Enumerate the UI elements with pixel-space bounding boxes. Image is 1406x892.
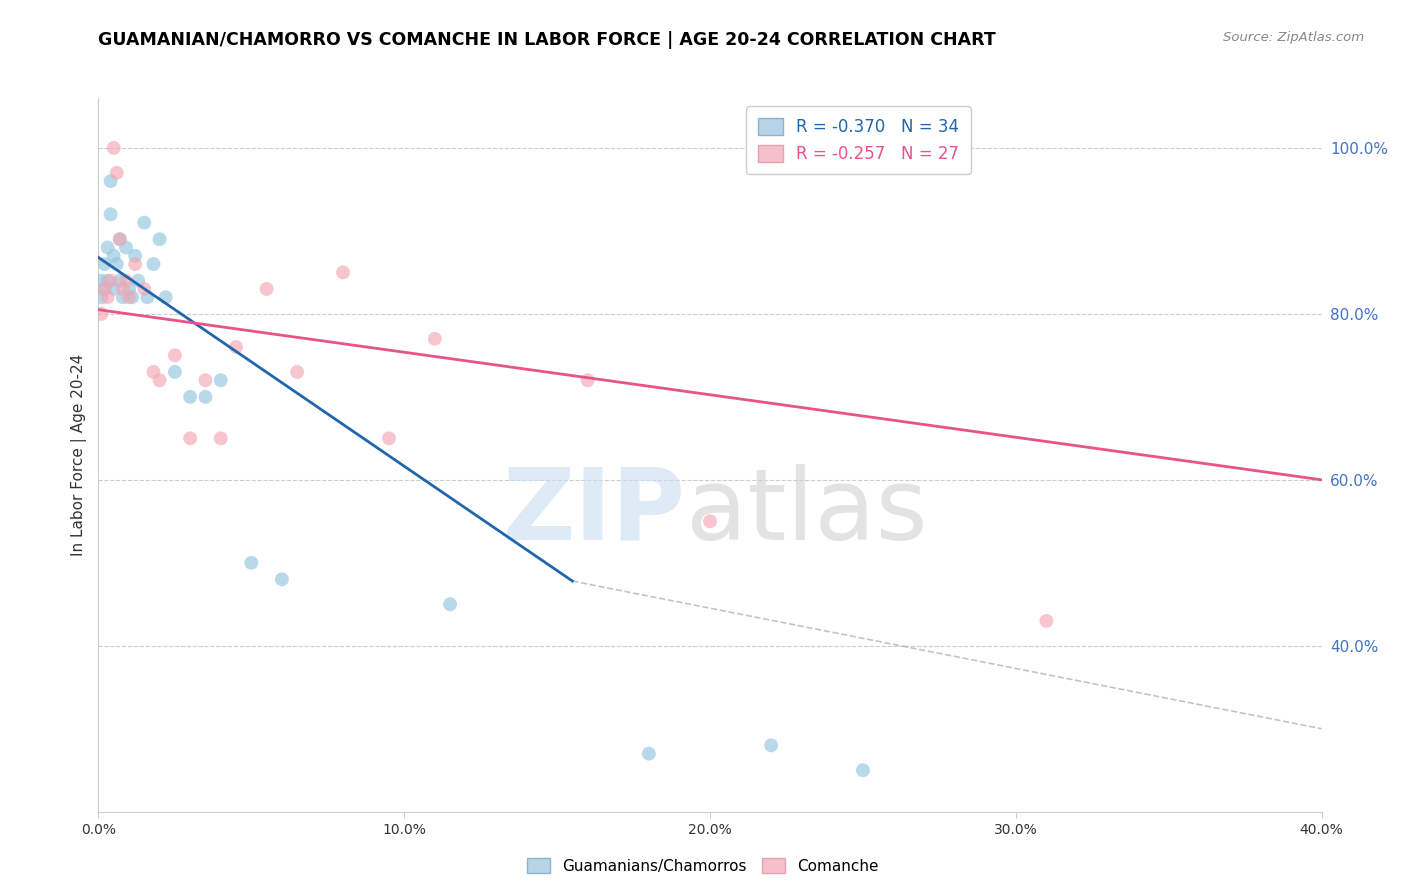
Point: [134, 282, 156, 296]
Point: [108, 232, 131, 246]
Point: [103, 282, 125, 296]
Point: [136, 290, 159, 304]
Point: [759, 739, 782, 753]
Point: [100, 174, 122, 188]
Point: [134, 216, 156, 230]
Point: [115, 240, 138, 254]
Point: [179, 390, 201, 404]
Point: [225, 340, 247, 354]
Point: [699, 514, 721, 528]
Text: ZIP: ZIP: [503, 464, 686, 560]
Point: [118, 290, 141, 304]
Point: [142, 257, 165, 271]
Point: [378, 431, 401, 445]
Point: [90, 290, 112, 304]
Point: [179, 431, 201, 445]
Point: [155, 290, 177, 304]
Y-axis label: In Labor Force | Age 20-24: In Labor Force | Age 20-24: [72, 354, 87, 556]
Point: [105, 166, 128, 180]
Point: [111, 282, 134, 296]
Point: [163, 365, 186, 379]
Text: Source: ZipAtlas.com: Source: ZipAtlas.com: [1223, 31, 1364, 45]
Point: [93, 282, 115, 296]
Point: [121, 290, 143, 304]
Point: [149, 373, 172, 387]
Point: [100, 207, 122, 221]
Point: [142, 365, 165, 379]
Point: [332, 265, 354, 279]
Point: [127, 274, 149, 288]
Point: [209, 373, 232, 387]
Point: [423, 332, 446, 346]
Point: [93, 282, 115, 296]
Legend: R = -0.370   N = 34, R = -0.257   N = 27: R = -0.370 N = 34, R = -0.257 N = 27: [747, 106, 970, 175]
Point: [124, 257, 146, 271]
Point: [103, 141, 125, 155]
Point: [97, 274, 120, 288]
Point: [97, 240, 120, 254]
Point: [90, 307, 112, 321]
Point: [100, 274, 122, 288]
Point: [90, 274, 112, 288]
Point: [209, 431, 232, 445]
Point: [637, 747, 661, 761]
Point: [576, 373, 599, 387]
Point: [149, 232, 172, 246]
Text: GUAMANIAN/CHAMORRO VS COMANCHE IN LABOR FORCE | AGE 20-24 CORRELATION CHART: GUAMANIAN/CHAMORRO VS COMANCHE IN LABOR …: [98, 31, 997, 49]
Point: [256, 282, 278, 296]
Text: atlas: atlas: [686, 464, 927, 560]
Point: [97, 290, 120, 304]
Point: [194, 373, 217, 387]
Point: [115, 274, 138, 288]
Point: [439, 597, 461, 611]
Point: [240, 556, 263, 570]
Point: [285, 365, 308, 379]
Point: [1035, 614, 1057, 628]
Point: [93, 257, 115, 271]
Point: [194, 390, 217, 404]
Point: [108, 232, 131, 246]
Point: [163, 348, 186, 362]
Legend: Guamanians/Chamorros, Comanche: Guamanians/Chamorros, Comanche: [522, 852, 884, 880]
Point: [111, 290, 134, 304]
Point: [124, 249, 146, 263]
Point: [118, 282, 141, 296]
Point: [108, 274, 131, 288]
Point: [852, 763, 875, 777]
Point: [103, 249, 125, 263]
Point: [270, 573, 292, 587]
Point: [105, 257, 128, 271]
